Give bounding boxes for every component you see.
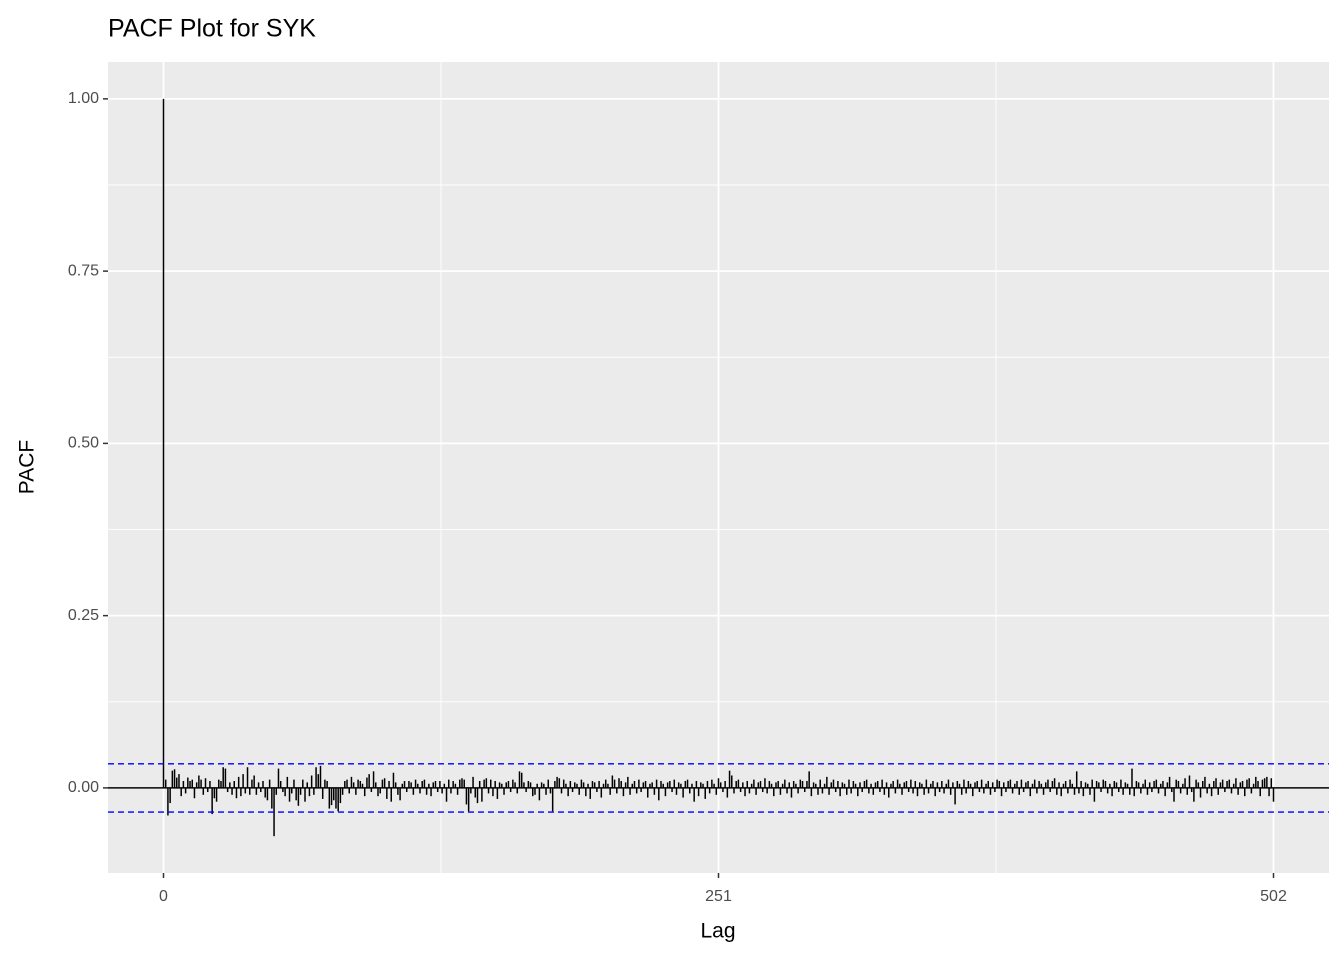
x-tick-label: 0 <box>159 888 168 905</box>
x-tick-label: 251 <box>705 888 732 905</box>
y-axis-label: PACF <box>16 440 39 494</box>
x-axis-label: Lag <box>700 920 735 943</box>
y-tick-label: 0.75 <box>68 262 99 279</box>
y-tick-label: 1.00 <box>68 90 99 107</box>
marks <box>108 98 1329 837</box>
y-tick-label: 0.25 <box>68 607 99 624</box>
chart-title: PACF Plot for SYK <box>108 15 316 43</box>
y-tick-label: 0.00 <box>68 779 99 796</box>
x-tick-label: 502 <box>1260 888 1287 905</box>
y-tick-label: 0.50 <box>68 435 99 452</box>
